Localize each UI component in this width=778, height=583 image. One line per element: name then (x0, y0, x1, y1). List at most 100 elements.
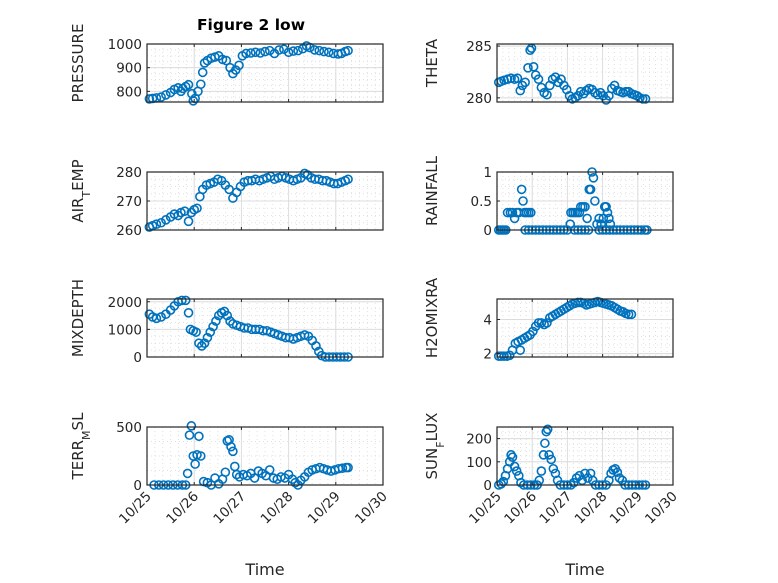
data-point (211, 316, 221, 326)
y-axis-label: MIXDEPTH (69, 279, 87, 357)
x-tick-label: 10/29 (607, 489, 646, 528)
y-tick-label: 900 (116, 61, 142, 77)
x-tick-label: 10/25 (466, 489, 505, 528)
y-tick-label: 285 (466, 39, 492, 55)
y-tick-label: 800 (116, 84, 142, 100)
y-tick-label: 260 (116, 223, 142, 239)
data-point (173, 210, 183, 221)
data-point (151, 219, 162, 229)
y-tick-label: 1000 (108, 37, 142, 53)
data-point (640, 94, 651, 104)
y-axis-label: RAINFALL (423, 155, 441, 226)
data-point (516, 184, 527, 195)
y-tick-label: 100 (466, 455, 492, 471)
x-tick-label: 10/29 (305, 489, 344, 528)
data-point (594, 213, 604, 224)
y-axis-label: THETA (423, 38, 441, 88)
data-point (283, 47, 294, 58)
x-tick-label: 10/25 (116, 489, 155, 528)
y-tick-label: 1000 (108, 322, 142, 338)
data-point (311, 341, 321, 351)
data-point (596, 219, 606, 229)
data-point (502, 207, 513, 218)
data-point (231, 469, 242, 480)
y-tick-label: 0 (133, 478, 142, 494)
data-point (542, 424, 553, 435)
data-point (264, 465, 275, 475)
y-tick-label: 0 (133, 350, 142, 366)
data-point (234, 60, 244, 71)
data-point (161, 90, 171, 100)
data-point (507, 452, 518, 462)
data-point (183, 308, 194, 318)
axes-box (496, 426, 674, 486)
data-point (542, 318, 552, 328)
data-point (226, 441, 236, 452)
data-point (177, 295, 187, 306)
y-tick-label: 280 (466, 91, 492, 107)
data-point (582, 213, 592, 224)
data-point (499, 351, 509, 361)
y-axis-label: H2OMIXRA (423, 277, 441, 358)
data-point (255, 48, 266, 58)
data-point (180, 295, 191, 306)
figure-title: Figure 2 low (197, 16, 305, 34)
data-point (571, 473, 582, 483)
data-point (202, 332, 213, 343)
data-point (536, 466, 547, 476)
data-point (197, 67, 208, 78)
data-point (585, 184, 596, 195)
data-point (588, 173, 599, 183)
data-point (511, 466, 522, 476)
data-point (199, 338, 210, 348)
data-point (199, 58, 210, 68)
y-tick-label: 200 (466, 432, 492, 448)
data-point (520, 77, 530, 88)
data-point (196, 451, 206, 461)
data-point (337, 463, 348, 473)
subplot-theta: 280 285 THETA (423, 38, 674, 107)
data-point (525, 207, 536, 218)
subplot-h2omixra: 2 4 H2OMIXRA (423, 277, 674, 363)
y-axis-label: PRESSURE (69, 24, 87, 103)
y-tick-label: 280 (116, 165, 142, 181)
data-point (220, 467, 231, 478)
y-axis-label: SUNFLUX (423, 413, 447, 480)
data-point (225, 316, 235, 326)
data-point (534, 475, 545, 486)
data-point (592, 219, 602, 229)
data-point (580, 202, 590, 212)
axes-box (146, 426, 384, 486)
data-point (156, 312, 166, 322)
data-point (205, 327, 216, 337)
data-point (188, 96, 199, 106)
data-point (538, 450, 549, 460)
axes-box (146, 298, 384, 358)
y-tick-label: 0 (483, 478, 492, 494)
data-point (544, 450, 554, 460)
data-point (194, 338, 204, 348)
data-point (546, 454, 557, 465)
data-point (548, 463, 559, 474)
x-tick-label: 10/28 (572, 489, 611, 528)
data-point (604, 213, 614, 224)
data-point (183, 216, 194, 227)
data-point (515, 85, 526, 96)
subplot-rainfall: 0 0.5 1 RAINFALL (423, 155, 674, 239)
data-point (250, 47, 261, 58)
x-axis-label: Time (244, 560, 284, 579)
data-point (241, 48, 251, 59)
data-point (343, 462, 353, 473)
y-axis-label: TERRMSL (69, 412, 93, 481)
data-point (246, 48, 256, 58)
axes-box (496, 43, 674, 103)
x-tick-label: 10/28 (258, 489, 297, 528)
y-tick-label: 4 (483, 312, 492, 328)
data-point (602, 207, 613, 218)
data-point (512, 73, 523, 83)
data-point (279, 44, 289, 55)
data-point (319, 46, 329, 57)
x-tick-label: 10/26 (501, 489, 540, 528)
